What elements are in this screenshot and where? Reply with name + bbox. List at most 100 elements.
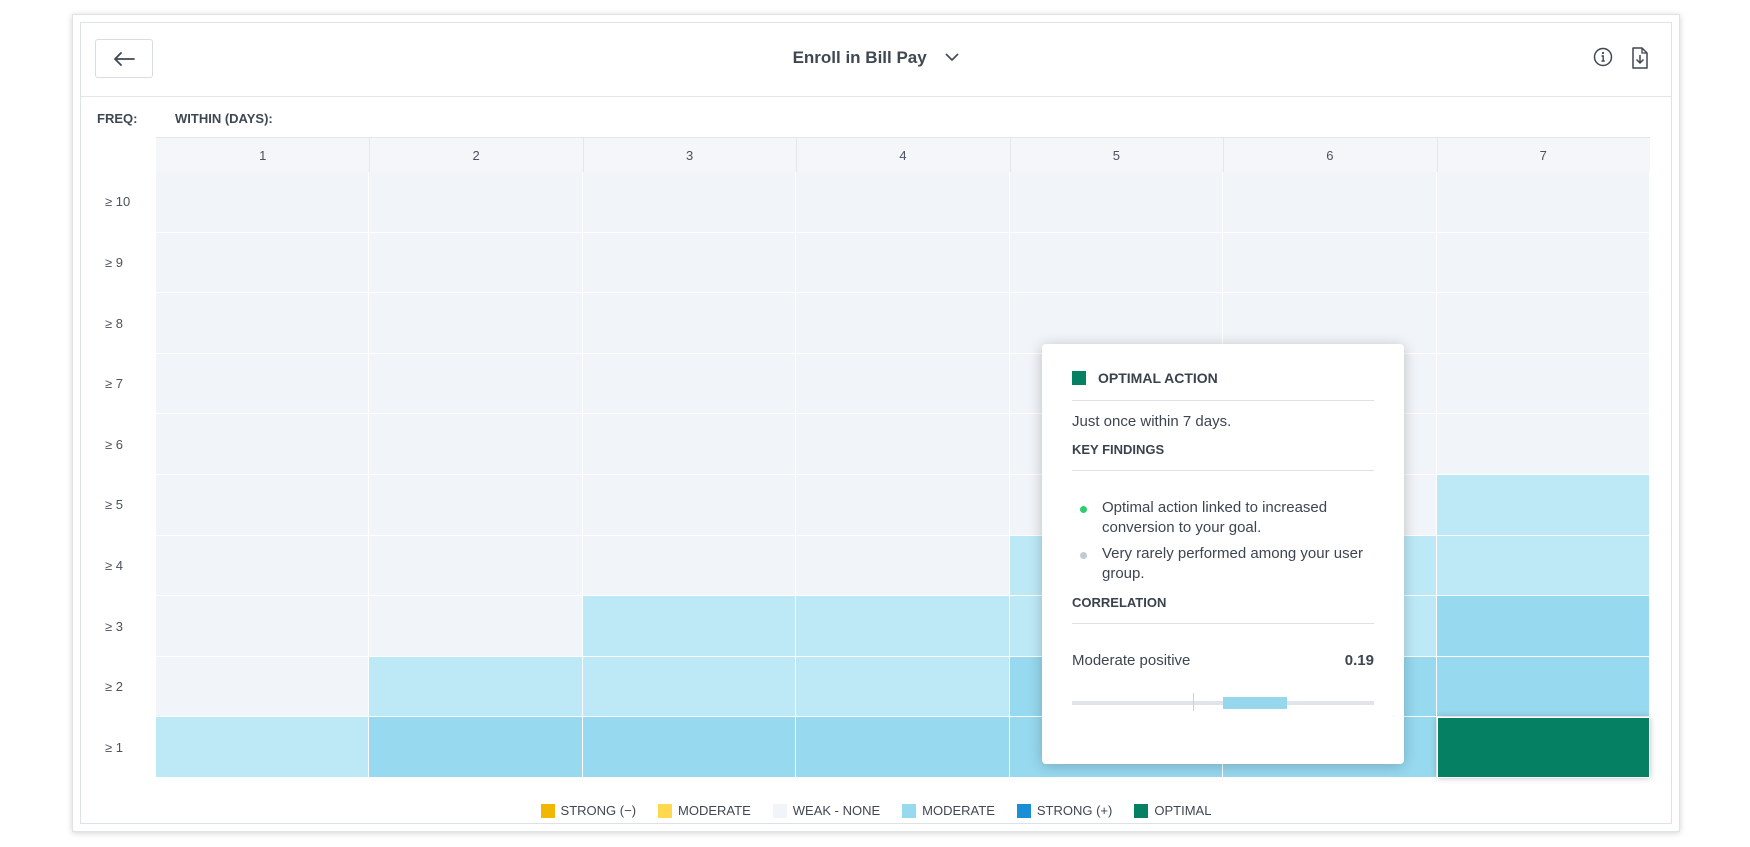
legend-label: MODERATE [678, 803, 751, 818]
heatmap-cell[interactable] [1009, 172, 1224, 233]
heatmap-cell[interactable] [796, 232, 1010, 294]
row-label: ≥ 7 [105, 376, 123, 392]
heatmap-cell[interactable] [1223, 232, 1437, 294]
heatmap-cell[interactable] [156, 232, 370, 294]
card-inner: Enroll in Bill Pay FREQ: [80, 22, 1672, 824]
heatmap-cell[interactable] [156, 172, 370, 233]
legend-swatch [658, 803, 673, 818]
legend-swatch [772, 803, 787, 818]
heatmap-cell[interactable] [582, 596, 797, 657]
page-title: Enroll in Bill Pay [792, 48, 927, 67]
column-header-2: 2 [472, 148, 480, 163]
download-icon[interactable] [1631, 47, 1649, 69]
heatmap-cell[interactable] [156, 475, 370, 536]
column-separator [1436, 138, 1438, 173]
heatmap-cell[interactable] [369, 475, 583, 536]
heatmap-cell[interactable] [369, 535, 583, 597]
heatmap-cell[interactable] [369, 172, 583, 233]
heatmap-grid [156, 172, 1650, 778]
legend-label: STRONG (+) [1036, 803, 1113, 818]
heatmap-cell[interactable] [796, 293, 1010, 354]
heatmap-cell[interactable] [1436, 232, 1650, 294]
info-icon[interactable] [1593, 47, 1613, 67]
heatmap-cell[interactable] [582, 232, 797, 294]
heatmap-cell[interactable] [796, 414, 1010, 475]
correlation-row: Moderate positive 0.19 [1072, 652, 1374, 669]
heatmap-cell[interactable] [369, 293, 583, 354]
heatmap-cell[interactable] [582, 293, 797, 354]
green-dot-icon [1080, 506, 1087, 513]
heatmap-cell[interactable] [796, 596, 1010, 657]
heatmap-cell[interactable] [582, 353, 797, 415]
legend-item: STRONG (+) [1016, 803, 1113, 818]
heatmap-cell[interactable] [582, 717, 797, 778]
tooltip-description: Just once within 7 days. [1072, 413, 1232, 430]
heatmap-cell[interactable] [1436, 475, 1650, 536]
heatmap-cell[interactable] [369, 656, 583, 718]
legend-label: STRONG (−) [560, 803, 637, 818]
heatmap-cell[interactable] [369, 596, 583, 657]
within-days-label: WITHIN (DAYS): [175, 111, 273, 126]
heatmap-cell[interactable] [369, 717, 583, 778]
optimal-cell[interactable] [1436, 717, 1650, 778]
heatmap-cell[interactable] [156, 353, 370, 415]
heatmap-cell[interactable] [1436, 656, 1650, 718]
legend-swatch [1134, 803, 1149, 818]
heatmap-cell[interactable] [796, 353, 1010, 415]
bill-pay-correlation-card: Enroll in Bill Pay FREQ: [72, 14, 1680, 832]
heatmap-cell[interactable] [1009, 293, 1224, 354]
legend-item: WEAK - NONE [772, 803, 881, 818]
freq-label: FREQ: [97, 111, 138, 126]
heatmap-cell[interactable] [156, 293, 370, 354]
optimal-action-tooltip: OPTIMAL ACTION Just once within 7 days. … [1042, 344, 1404, 764]
row-label: ≥ 8 [105, 315, 123, 331]
heatmap-cell[interactable] [156, 717, 370, 778]
legend-item: OPTIMAL [1134, 803, 1211, 818]
heatmap-cell[interactable] [1009, 232, 1224, 294]
heatmap-cell[interactable] [1436, 293, 1650, 354]
heatmap-cell[interactable] [796, 172, 1010, 233]
goal-selector[interactable]: Enroll in Bill Pay [81, 48, 1671, 69]
column-separator [1223, 138, 1225, 173]
heatmap-cell[interactable] [369, 414, 583, 475]
legend-item: MODERATE [902, 803, 995, 818]
legend-swatch [540, 803, 555, 818]
finding-2-text: Very rarely performed among your user gr… [1102, 545, 1363, 582]
row-label: ≥ 2 [105, 679, 123, 695]
heatmap-cell[interactable] [582, 535, 797, 597]
heatmap-cell[interactable] [1436, 353, 1650, 415]
column-header-3: 3 [685, 148, 694, 163]
heatmap-cell[interactable] [582, 475, 797, 536]
heatmap-cell[interactable] [156, 656, 370, 718]
heatmap-cell[interactable] [1436, 414, 1650, 475]
heatmap-cell[interactable] [796, 535, 1010, 597]
heatmap-cell[interactable] [1436, 596, 1650, 657]
heatmap-cell[interactable] [369, 232, 583, 294]
heatmap-cell[interactable] [796, 656, 1010, 718]
heatmap-cell[interactable] [369, 353, 583, 415]
heatmap-cell[interactable] [156, 535, 370, 597]
heatmap-cell[interactable] [582, 656, 797, 718]
column-header-4: 4 [899, 148, 907, 163]
correlation-text: Moderate positive [1072, 652, 1191, 669]
correlation-bar-fill [1223, 697, 1287, 709]
legend-label: OPTIMAL [1154, 803, 1212, 818]
card-header: Enroll in Bill Pay [81, 23, 1671, 97]
heatmap-cell[interactable] [796, 475, 1010, 536]
heatmap-cell[interactable] [582, 414, 797, 475]
legend-label: WEAK - NONE [792, 803, 881, 818]
heatmap-cell[interactable] [582, 172, 797, 233]
legend-item: MODERATE [658, 803, 751, 818]
correlation-label: CORRELATION [1072, 595, 1374, 624]
heatmap-cell[interactable] [1223, 172, 1437, 233]
heatmap-cell[interactable] [1436, 172, 1650, 233]
heatmap-cell[interactable] [1223, 293, 1437, 354]
row-label: ≥ 4 [105, 557, 123, 573]
heatmap-cell[interactable] [156, 414, 370, 475]
heatmap-cell[interactable] [156, 596, 370, 657]
heatmap-cell[interactable] [1436, 535, 1650, 597]
heatmap-cell[interactable] [796, 717, 1010, 778]
column-separator [796, 138, 798, 173]
finding-2: Very rarely performed among your user gr… [1080, 544, 1380, 584]
back-button[interactable] [95, 39, 153, 78]
